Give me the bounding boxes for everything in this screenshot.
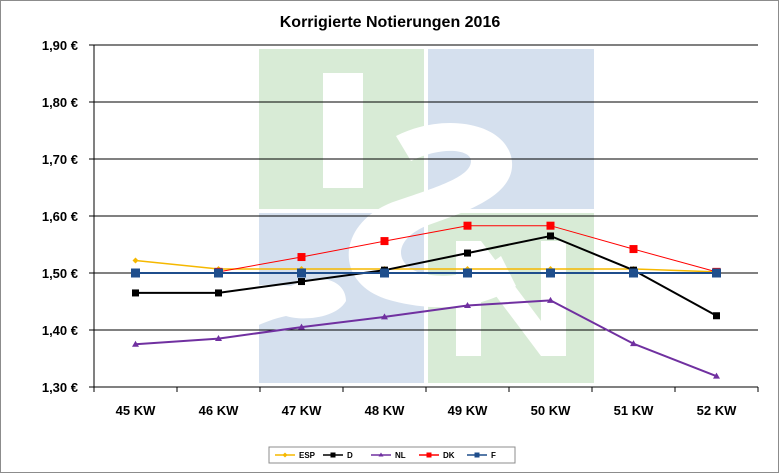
x-tick-label: 46 KW <box>199 403 239 418</box>
x-tick-label: 45 KW <box>116 403 156 418</box>
chart-title: Korrigierte Notierungen 2016 <box>280 14 501 31</box>
x-tick-label: 47 KW <box>282 403 322 418</box>
data-point <box>282 452 288 458</box>
data-point <box>378 452 384 457</box>
data-point <box>713 372 720 379</box>
y-tick-label: 1,80 € <box>42 95 78 110</box>
data-point <box>474 452 480 458</box>
x-tick-label: 52 KW <box>697 403 737 418</box>
series-line-nl <box>135 299 717 378</box>
legend-item-esp: ESP <box>275 451 316 460</box>
data-point <box>629 268 638 278</box>
data-point <box>463 221 472 230</box>
data-point <box>297 268 306 278</box>
data-point <box>547 296 554 303</box>
data-point <box>629 245 638 254</box>
x-axis-ticks: 45 KW 46 KW 47 KW 48 KW 49 KW 50 KW 51 KW 52 KW <box>116 403 737 418</box>
data-point <box>426 452 432 458</box>
data-point <box>464 301 471 308</box>
legend-item-f: F <box>467 451 496 460</box>
data-point <box>713 312 720 320</box>
data-point <box>381 313 388 320</box>
series-lines <box>131 221 721 379</box>
x-tick-label: 49 KW <box>448 403 488 418</box>
data-point <box>132 340 139 347</box>
series-line-d <box>135 234 717 317</box>
data-point <box>297 253 306 262</box>
y-tick-label: 1,60 € <box>42 209 78 224</box>
legend: ESP D NL DK F <box>268 446 516 464</box>
legend-label: ESP <box>299 451 316 460</box>
data-point <box>547 232 554 240</box>
legend-label: D <box>347 451 353 460</box>
data-point <box>298 323 305 330</box>
y-tick-label: 1,90 € <box>42 38 78 53</box>
y-tick-label: 1,30 € <box>42 380 78 395</box>
y-tick-label: 1,40 € <box>42 323 78 338</box>
data-point <box>215 289 222 297</box>
data-point <box>298 278 305 286</box>
data-point <box>132 289 139 297</box>
x-tick-label: 50 KW <box>531 403 571 418</box>
data-point <box>214 268 223 278</box>
data-point <box>464 249 471 257</box>
axes <box>89 44 759 392</box>
series-f <box>131 268 721 278</box>
data-point <box>380 268 389 278</box>
data-point <box>131 268 140 278</box>
legend-item-nl: NL <box>371 451 406 460</box>
legend-label: DK <box>443 451 455 460</box>
data-point <box>546 268 555 278</box>
legend-label: F <box>491 451 496 460</box>
data-point <box>330 452 336 458</box>
data-point <box>630 340 637 347</box>
data-point <box>215 335 222 342</box>
legend-box <box>268 446 516 464</box>
data-point <box>132 257 139 264</box>
legend-item-d: D <box>323 451 353 460</box>
legend-label: NL <box>395 451 406 460</box>
series-nl <box>132 296 720 379</box>
y-tick-label: 1,70 € <box>42 152 78 167</box>
data-point <box>712 268 721 278</box>
x-tick-label: 48 KW <box>365 403 405 418</box>
data-point <box>380 237 389 246</box>
gridlines <box>94 44 758 388</box>
x-tick-label: 51 KW <box>614 403 654 418</box>
legend-item-dk: DK <box>419 451 455 460</box>
data-point <box>463 268 472 278</box>
y-axis-ticks: 1,30 € 1,40 € 1,50 € 1,60 € 1,70 € 1,80 € 1,90… <box>42 38 78 395</box>
data-point <box>546 221 555 230</box>
y-tick-label: 1,50 € <box>42 266 78 281</box>
